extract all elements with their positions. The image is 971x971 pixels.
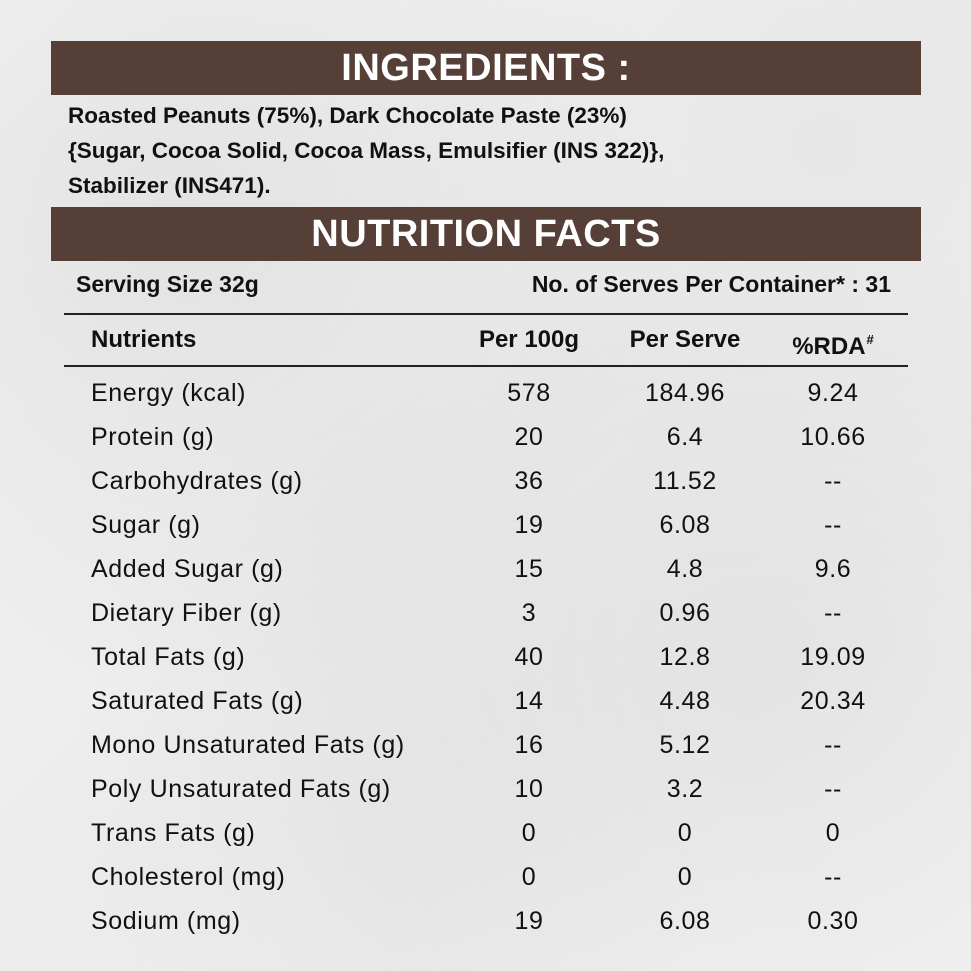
table-row: Added Sugar (g) 15 4.8 9.6: [0, 547, 971, 591]
nutrient-name: Protein (g): [91, 423, 215, 451]
nutrient-name: Carbohydrates (g): [91, 467, 303, 495]
per-100g-value: 578: [507, 379, 551, 407]
nutrient-name: Mono Unsaturated Fats (g): [91, 731, 405, 759]
rda-value: 9.6: [814, 555, 852, 583]
ingredients-line: {Sugar, Cocoa Solid, Cocoa Mass, Emulsif…: [68, 138, 665, 163]
nutrient-name: Cholesterol (mg): [91, 863, 286, 891]
rda-label: %RDA: [792, 333, 866, 360]
per-100g-value: 3: [521, 599, 537, 627]
table-row: Dietary Fiber (g) 3 0.96 --: [0, 591, 971, 635]
nutrient-name: Energy (kcal): [91, 379, 247, 407]
per-serve-value: 4.48: [659, 687, 711, 715]
per-100g-value: 36: [514, 467, 544, 495]
table-row: Sodium (mg) 19 6.08 0.30: [0, 899, 971, 943]
per-serve-value: 6.08: [659, 907, 711, 935]
table-row: Poly Unsaturated Fats (g) 10 3.2 --: [0, 767, 971, 811]
nutrition-heading: NUTRITION FACTS: [51, 207, 921, 261]
per-100g-value: 15: [514, 555, 544, 583]
rda-value: 10.66: [800, 423, 866, 451]
per-serve-value: 11.52: [653, 467, 717, 495]
column-header-per-100g: Per 100g: [478, 326, 580, 353]
per-serve-value: 0: [677, 819, 693, 847]
rda-value: --: [824, 775, 842, 803]
per-100g-value: 19: [514, 907, 544, 935]
rda-value: --: [824, 599, 842, 627]
column-header-rda: %RDA#: [778, 322, 888, 365]
per-100g-value: 20: [514, 423, 544, 451]
ingredients-heading: INGREDIENTS :: [51, 41, 921, 95]
per-serve-value: 184.96: [644, 379, 726, 407]
ingredients-line: Roasted Peanuts (75%), Dark Chocolate Pa…: [68, 103, 627, 128]
per-serve-value: 0.96: [659, 599, 711, 627]
table-row: Protein (g) 20 6.4 10.66: [0, 415, 971, 459]
per-100g-value: 0: [521, 819, 537, 847]
per-100g-value: 10: [514, 775, 544, 803]
rda-value: 9.24: [807, 379, 859, 407]
per-serve-value: 4.8: [666, 555, 704, 583]
table-header-rule: [64, 365, 908, 367]
nutrient-name: Dietary Fiber (g): [91, 599, 282, 627]
rda-value: --: [824, 511, 842, 539]
per-100g-value: 16: [514, 731, 544, 759]
per-serve-value: 6.08: [659, 511, 711, 539]
per-100g-value: 0: [521, 863, 537, 891]
per-100g-value: 14: [514, 687, 544, 715]
per-serve-value: 5.12: [659, 731, 711, 759]
ingredients-line: Stabilizer (INS471).: [68, 173, 271, 198]
nutrition-table-body: Energy (kcal) 578 184.96 9.24 Protein (g) 20 6…: [0, 371, 971, 943]
table-row: Saturated Fats (g) 14 4.48 20.34: [0, 679, 971, 723]
per-serve-value: 0: [677, 863, 693, 891]
table-row: Cholesterol (mg) 0 0 --: [0, 855, 971, 899]
table-top-rule: [64, 313, 908, 315]
per-serve-value: 6.4: [666, 423, 704, 451]
nutrient-name: Sugar (g): [91, 511, 201, 539]
rda-value: --: [824, 467, 842, 495]
ingredients-list: Roasted Peanuts (75%), Dark Chocolate Pa…: [68, 98, 928, 203]
column-header-nutrients: Nutrients: [91, 326, 197, 353]
serving-size: Serving Size 32g: [76, 271, 259, 297]
column-header-per-serve: Per Serve: [629, 326, 741, 353]
table-row: Trans Fats (g) 0 0 0: [0, 811, 971, 855]
table-row: Sugar (g) 19 6.08 --: [0, 503, 971, 547]
rda-value: --: [824, 731, 842, 759]
rda-value: 20.34: [800, 687, 866, 715]
table-row: Mono Unsaturated Fats (g) 16 5.12 --: [0, 723, 971, 767]
nutrient-name: Sodium (mg): [91, 907, 241, 935]
per-serve-value: 3.2: [666, 775, 704, 803]
serves-per-container: No. of Serves Per Container* : 31: [531, 271, 891, 297]
rda-value: 19.09: [800, 643, 866, 671]
table-row: Energy (kcal) 578 184.96 9.24: [0, 371, 971, 415]
table-row: Total Fats (g) 40 12.8 19.09: [0, 635, 971, 679]
per-serve-value: 12.8: [659, 643, 711, 671]
per-100g-value: 40: [514, 643, 544, 671]
rda-value: 0: [825, 819, 841, 847]
rda-value: 0.30: [807, 907, 859, 935]
rda-footnote-mark: #: [866, 332, 874, 347]
nutrient-name: Trans Fats (g): [91, 819, 256, 847]
nutrient-name: Poly Unsaturated Fats (g): [91, 775, 391, 803]
nutrient-name: Added Sugar (g): [91, 555, 284, 583]
per-100g-value: 19: [514, 511, 544, 539]
nutrient-name: Saturated Fats (g): [91, 687, 304, 715]
nutrient-name: Total Fats (g): [91, 643, 246, 671]
table-row: Carbohydrates (g) 36 11.52 --: [0, 459, 971, 503]
rda-value: --: [824, 863, 842, 891]
